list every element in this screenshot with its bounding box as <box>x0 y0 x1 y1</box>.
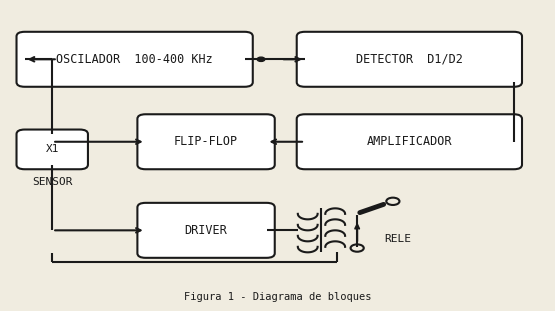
FancyBboxPatch shape <box>297 32 522 87</box>
Text: AMPLIFICADOR: AMPLIFICADOR <box>367 135 452 148</box>
Text: OSCILADOR  100-400 KHz: OSCILADOR 100-400 KHz <box>56 53 213 66</box>
Text: FLIP-FLOP: FLIP-FLOP <box>174 135 238 148</box>
FancyBboxPatch shape <box>297 114 522 169</box>
Circle shape <box>257 57 265 62</box>
Text: X1: X1 <box>46 144 59 154</box>
Text: SENSOR: SENSOR <box>32 177 73 187</box>
Text: Figura 1 - Diagrama de bloques: Figura 1 - Diagrama de bloques <box>184 292 371 302</box>
FancyBboxPatch shape <box>138 203 275 258</box>
Text: RELE: RELE <box>385 234 412 244</box>
FancyBboxPatch shape <box>17 32 253 87</box>
FancyBboxPatch shape <box>17 130 88 169</box>
Text: DETECTOR  D1/D2: DETECTOR D1/D2 <box>356 53 463 66</box>
Text: DRIVER: DRIVER <box>185 224 228 237</box>
FancyBboxPatch shape <box>138 114 275 169</box>
